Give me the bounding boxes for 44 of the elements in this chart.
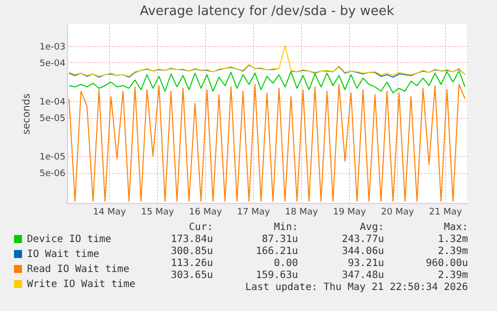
text: 166.21u <box>256 246 298 257</box>
text: 93.21u <box>348 258 384 269</box>
text: Last update: Thu May 21 22:50:34 2026 <box>245 282 468 293</box>
text: 173.84u <box>170 234 213 245</box>
legend-label: IO Wait time <box>27 249 100 260</box>
text: 347.48u <box>342 270 384 281</box>
text: Min: <box>274 222 298 233</box>
x-tick-label: 18 May <box>285 208 319 218</box>
text: 159.63u <box>256 270 298 281</box>
line-series <box>68 45 466 77</box>
text: Avg: <box>360 222 384 233</box>
x-tick-label: 21 May <box>429 208 463 218</box>
text: 344.06u <box>342 246 384 257</box>
legend-label: Read IO Wait time <box>27 264 130 275</box>
y-tick-label: 1e-03 <box>40 42 66 52</box>
x-tick-label: 20 May <box>381 208 415 218</box>
x-tick-label: 14 May <box>93 208 127 218</box>
text: 300.85u <box>170 246 213 257</box>
y-tick-label: 1e-05 <box>40 152 66 162</box>
text: 2.39m <box>438 246 468 257</box>
text: 113.26u <box>170 258 213 269</box>
x-tick-label: 19 May <box>333 208 367 218</box>
y-tick-label: 5e-06 <box>40 169 66 180</box>
y-axis-title: seconds <box>22 94 33 134</box>
legend-label: Write IO Wait time <box>27 279 136 290</box>
text: 243.77u <box>342 234 384 245</box>
line-series <box>68 84 466 202</box>
text: 0.00 <box>274 258 298 269</box>
x-tick-label: 17 May <box>237 208 271 218</box>
y-tick-label: 1e-04 <box>40 97 66 108</box>
text: 2.39m <box>438 270 468 281</box>
x-tick-label: 16 May <box>189 208 223 218</box>
text: 303.65u <box>170 270 213 281</box>
text: 87.31u <box>262 234 298 245</box>
line-series <box>68 70 466 94</box>
text: 1.32m <box>438 234 468 245</box>
text: Cur: <box>188 222 213 233</box>
y-tick-label: 5e-04 <box>40 58 66 69</box>
legend-label: Device IO time <box>27 234 112 245</box>
y-tick-label: 5e-05 <box>40 114 66 124</box>
x-tick-label: 15 May <box>141 208 175 218</box>
text: 960.00u <box>426 258 468 269</box>
chart-title: Average latency for /dev/sda - by week <box>140 4 395 19</box>
text: Max: <box>444 222 468 233</box>
